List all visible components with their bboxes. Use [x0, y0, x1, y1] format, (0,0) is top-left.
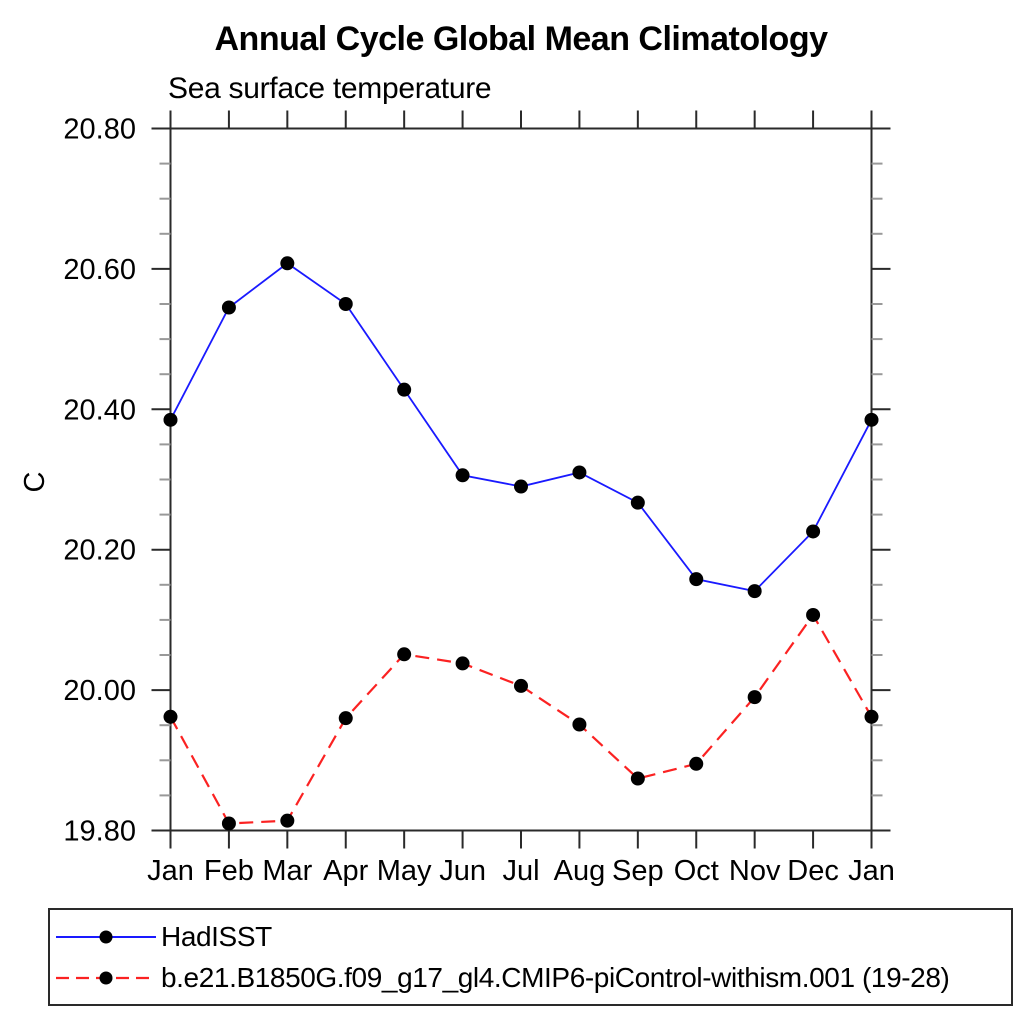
legend-marker-icon [99, 930, 113, 943]
data-point [630, 771, 645, 786]
data-point [397, 382, 412, 397]
data-point [572, 465, 587, 480]
plot-frame [169, 127, 873, 832]
y-tick-label: 20.20 [63, 535, 136, 567]
chart-subtitle: Sea surface temperature [168, 72, 492, 105]
x-tick-label: Apr [323, 855, 368, 887]
y-tick-label: 20.00 [63, 675, 136, 707]
chart-title: Annual Cycle Global Mean Climatology [214, 20, 829, 58]
x-tick-label: Aug [554, 855, 606, 887]
y-tick-label: 20.60 [63, 254, 136, 286]
data-point [514, 678, 528, 693]
series-line-1 [169, 612, 873, 825]
x-tick-label: Jan [147, 855, 194, 887]
y-tick-label: 20.40 [63, 394, 136, 426]
data-point [163, 709, 178, 724]
data-point [163, 412, 178, 427]
x-tick-label: May [377, 855, 432, 887]
data-point [455, 468, 470, 483]
x-tick-label: Nov [729, 855, 781, 887]
data-point [806, 524, 821, 539]
data-point [280, 813, 295, 828]
data-point [221, 816, 236, 831]
x-tick-label: Jun [439, 855, 486, 887]
x-axis-ticks: Jan Feb Mar Apr May Jun Jul Aug Sep Oct Nov Dec Jan [147, 110, 895, 887]
legend-row-model: b.e21.B1850G.f09_g17_gl4.CMIP6-piControl… [50, 957, 1011, 998]
legend-label-model: b.e21.B1850G.f09_g17_gl4.CMIP6-piControl… [161, 961, 950, 993]
y-axis-ticks: 19.80 20.00 20.20 20.40 20.60 20.80 [63, 114, 891, 848]
x-tick-label: Oct [674, 855, 719, 887]
data-point [806, 607, 821, 622]
data-point [864, 709, 879, 724]
data-point [338, 297, 353, 311]
legend-marker-icon [99, 971, 113, 984]
data-point [689, 572, 704, 587]
legend-label-hadisst: HadISST [161, 920, 272, 952]
y-axis-label: C [19, 472, 51, 493]
data-point [747, 690, 762, 705]
legend-line-solid-icon [56, 930, 156, 943]
y-tick-label: 20.80 [63, 114, 136, 146]
x-tick-label: Feb [204, 855, 254, 887]
data-point [338, 711, 353, 726]
legend-row-hadisst: HadISST [50, 916, 1011, 957]
legend-box: HadISST b.e21.B1850G.f09_g17_gl4.CMIP6-p… [48, 908, 1013, 1006]
x-tick-label: Jul [502, 855, 539, 887]
data-point [689, 756, 704, 771]
x-tick-label: Sep [612, 855, 664, 887]
series-line-0 [169, 262, 873, 593]
data-point [280, 256, 295, 271]
data-point [747, 584, 762, 599]
data-point [514, 479, 528, 494]
data-point [397, 647, 412, 662]
y-tick-label: 19.80 [63, 816, 136, 848]
data-point [864, 412, 879, 427]
x-tick-label: Jan [848, 855, 895, 887]
series-markers-0 [163, 256, 879, 599]
legend-line-dashed-icon [56, 971, 156, 984]
data-point [572, 717, 587, 732]
data-point [455, 656, 470, 671]
data-point [630, 495, 645, 510]
series-markers-1 [163, 607, 879, 831]
data-point [221, 300, 236, 315]
x-tick-label: Mar [262, 855, 312, 887]
x-tick-label: Dec [787, 855, 839, 887]
